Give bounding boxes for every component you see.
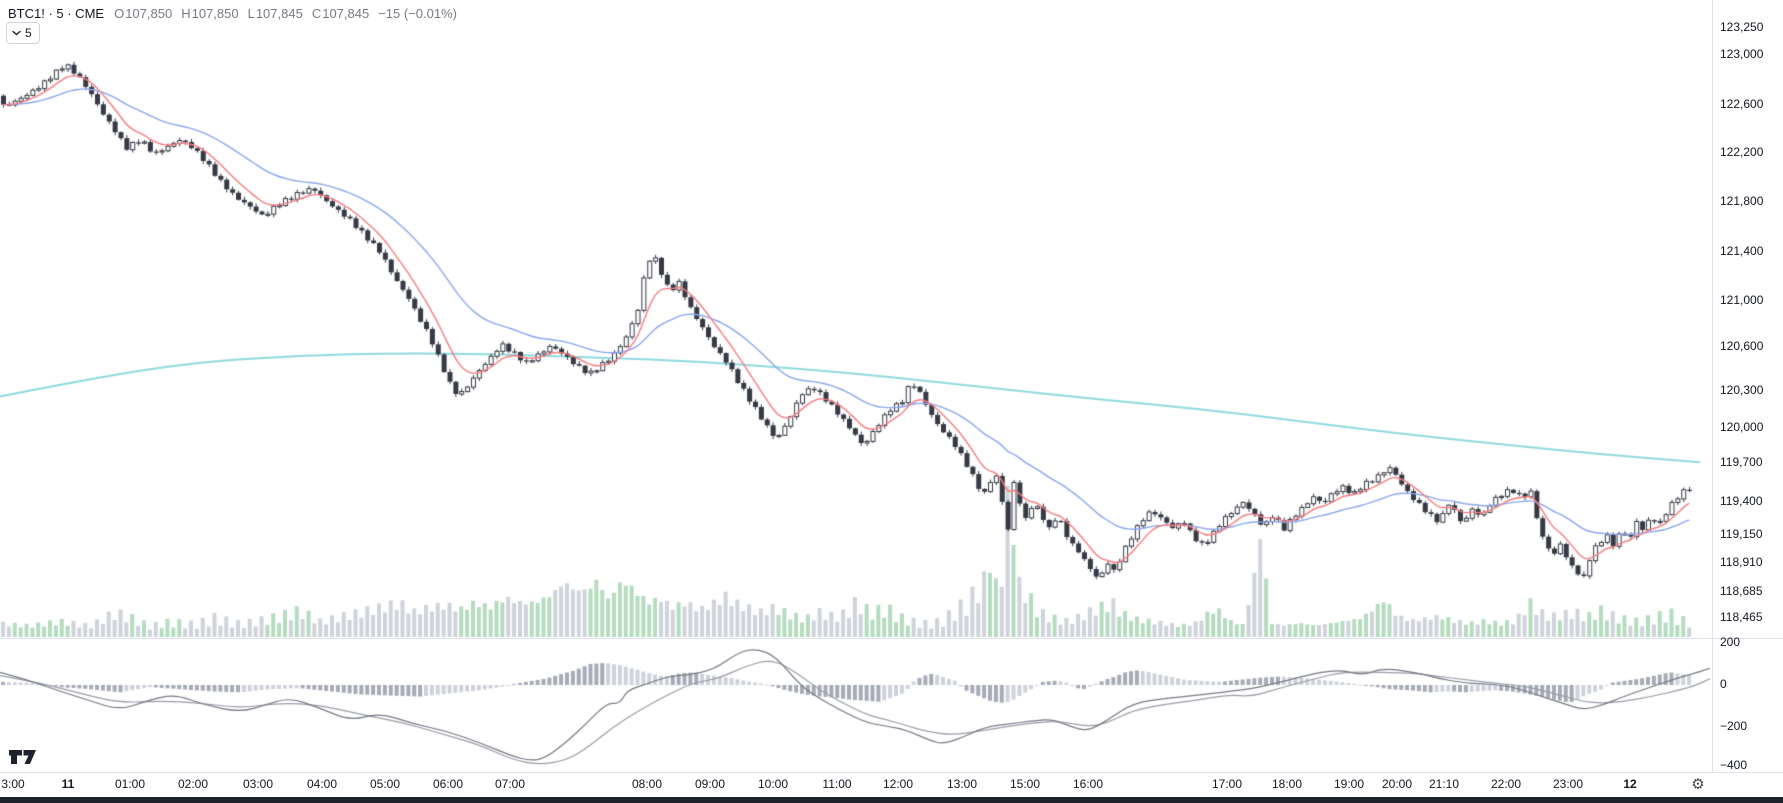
time-tick: 15:00 [1009,777,1041,791]
time-tick: 10:00 [757,777,789,791]
time-tick: 01:00 [114,777,146,791]
time-tick: 05:00 [369,777,401,791]
price-tick: 118,685 [1720,584,1763,598]
price-tick: 121,800 [1720,194,1764,208]
tradingview-logo[interactable] [8,747,38,772]
time-tick: 12:00 [882,777,914,791]
price-tick: 121,000 [1720,293,1764,307]
price-tick: −200 [1720,719,1748,733]
low-value: 107,845 [255,6,303,21]
close-label: C [311,6,322,21]
price-tick: 119,700 [1720,455,1763,469]
interval-chip-value: 5 [25,26,32,40]
symbol-title[interactable]: BTC1! · 5 · CME [8,6,105,21]
chevron-down-icon [12,30,21,36]
time-tick: 09:00 [694,777,726,791]
price-tick: 0 [1720,677,1727,691]
time-tick: 03:00 [242,777,274,791]
price-tick: 123,000 [1720,47,1764,61]
time-tick: 06:00 [432,777,464,791]
time-tick: 22:00 [1490,777,1522,791]
timezone-settings-button[interactable]: ⚙ [1686,774,1710,794]
price-tick: 119,400 [1720,494,1763,508]
time-tick: 3:00 [1,777,25,791]
ohlc-values: O 107,850 H 107,850 L 107,845 C 107,845 −15 … [114,6,457,21]
symbol-legend: BTC1! · 5 · CME O 107,850 H 107,850 L 107,8… [8,6,457,21]
interval-dropdown[interactable]: 5 [6,22,40,44]
time-tick: 21:10 [1428,777,1460,791]
high-value: 107,850 [191,6,239,21]
time-tick: 18:00 [1271,777,1303,791]
time-tick: 08:00 [631,777,663,791]
price-tick: 118,465 [1720,610,1763,624]
price-tick: 120,600 [1720,339,1764,353]
price-axis-border [1712,0,1713,772]
price-tick: 120,300 [1720,383,1764,397]
close-value: 107,845 [322,6,370,21]
price-tick: 121,400 [1720,244,1764,258]
time-tick: 23:00 [1552,777,1584,791]
high-label: H [181,6,191,21]
pane-divider[interactable] [0,638,1783,639]
price-tick: 119,150 [1720,527,1763,541]
time-tick: 19:00 [1333,777,1365,791]
time-tick: 13:00 [946,777,978,791]
time-tick: 02:00 [177,777,209,791]
time-tick: 11:00 [822,777,852,791]
price-tick: 123,250 [1720,20,1764,34]
price-tick: 200 [1720,635,1741,649]
price-tick: 122,200 [1720,145,1764,159]
low-label: L [247,6,255,21]
time-tick: 16:00 [1072,777,1104,791]
open-label: O [114,6,125,21]
time-tick: 04:00 [306,777,338,791]
time-axis-border [0,772,1783,773]
time-tick: 07:00 [494,777,526,791]
change-value: −15 (−0.01%) [378,6,457,21]
time-tick: 11 [61,777,75,791]
time-tick: 20:00 [1381,777,1413,791]
bottom-bar [0,797,1783,803]
time-tick: 12 [1623,777,1637,791]
time-tick: 17:00 [1211,777,1243,791]
gear-icon: ⚙ [1691,776,1705,793]
price-tick: 120,000 [1720,420,1764,434]
price-tick: 118,910 [1720,555,1763,569]
open-value: 107,850 [125,6,173,21]
price-tick: −400 [1720,758,1748,772]
price-tick: 122,600 [1720,97,1764,111]
